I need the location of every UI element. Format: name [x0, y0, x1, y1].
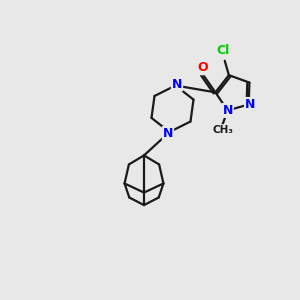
- Text: CH₃: CH₃: [212, 125, 233, 135]
- Text: N: N: [245, 98, 255, 111]
- Text: N: N: [163, 127, 173, 140]
- Text: N: N: [172, 77, 182, 91]
- Text: O: O: [197, 61, 208, 74]
- Text: Cl: Cl: [216, 44, 229, 57]
- Text: N: N: [223, 104, 233, 117]
